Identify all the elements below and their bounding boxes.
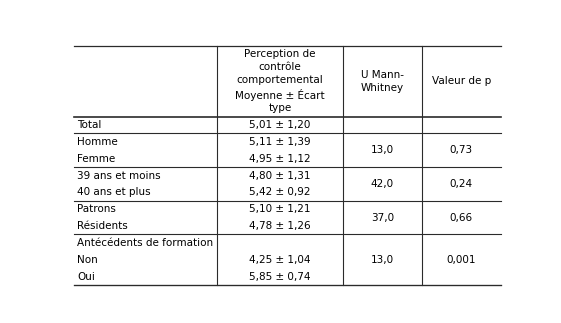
Text: Antécédents de formation: Antécédents de formation (77, 238, 213, 248)
Text: 39 ans et moins: 39 ans et moins (77, 171, 160, 181)
Text: Total: Total (77, 120, 102, 130)
Text: Homme: Homme (77, 137, 118, 147)
Text: Résidents: Résidents (77, 221, 128, 231)
Text: 0,001: 0,001 (447, 255, 476, 265)
Text: 42,0: 42,0 (371, 179, 394, 189)
Text: 0,73: 0,73 (449, 145, 473, 155)
Text: 4,78 ± 1,26: 4,78 ± 1,26 (249, 221, 311, 231)
Text: 5,85 ± 0,74: 5,85 ± 0,74 (249, 272, 311, 282)
Text: 13,0: 13,0 (371, 145, 394, 155)
Text: 5,11 ± 1,39: 5,11 ± 1,39 (249, 137, 311, 147)
Text: Femme: Femme (77, 154, 116, 164)
Text: 40 ans et plus: 40 ans et plus (77, 187, 151, 197)
Text: 4,80 ± 1,31: 4,80 ± 1,31 (249, 171, 311, 181)
Text: 5,01 ± 1,20: 5,01 ± 1,20 (250, 120, 311, 130)
Text: 5,42 ± 0,92: 5,42 ± 0,92 (249, 187, 311, 197)
Text: 0,66: 0,66 (449, 213, 473, 223)
Text: Patrons: Patrons (77, 204, 116, 214)
Text: Oui: Oui (77, 272, 95, 282)
Text: 0,24: 0,24 (449, 179, 473, 189)
Text: 4,25 ± 1,04: 4,25 ± 1,04 (249, 255, 311, 265)
Text: 13,0: 13,0 (371, 255, 394, 265)
Text: Perception de
contrôle
comportemental
Moyenne ± Écart
type: Perception de contrôle comportemental Mo… (235, 49, 325, 113)
Text: 5,10 ± 1,21: 5,10 ± 1,21 (249, 204, 311, 214)
Text: 4,95 ± 1,12: 4,95 ± 1,12 (249, 154, 311, 164)
Text: Non: Non (77, 255, 98, 265)
Text: 37,0: 37,0 (371, 213, 394, 223)
Text: U Mann-
Whitney: U Mann- Whitney (361, 70, 404, 93)
Text: Valeur de p: Valeur de p (431, 77, 491, 87)
